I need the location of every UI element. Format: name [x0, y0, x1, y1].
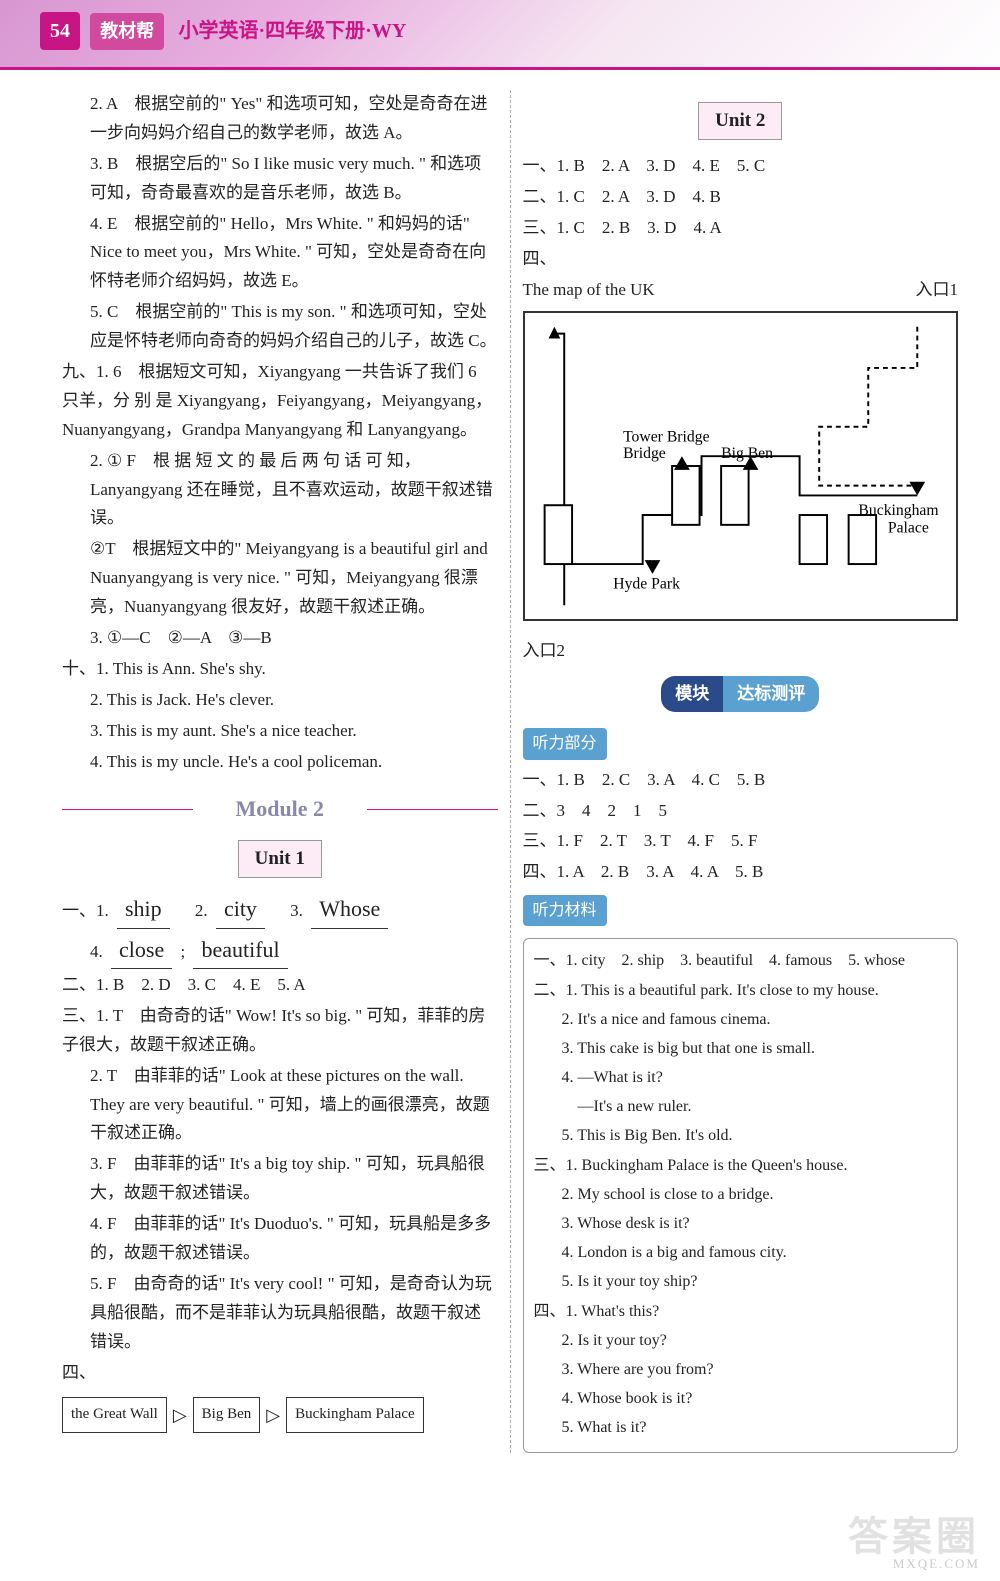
material-row: 一、1. city 2. ship 3. beautiful 4. famous… [534, 947, 948, 974]
line: —It's a new ruler. [534, 1093, 948, 1120]
content: 2. A 根据空前的" Yes" 和选项可知，空处是奇奇在进一步向妈妈介绍自己的… [0, 70, 1000, 1453]
line: 2. My school is close to a bridge. [534, 1181, 948, 1208]
explanation: 3. ①—C ②—A ③—B [62, 624, 498, 653]
arrow-icon: ▷ [173, 1400, 187, 1431]
module-header: Module 2 [62, 790, 498, 827]
page-header: 54 教材帮 小学英语·四年级下册·WY [0, 0, 1000, 70]
answer-row: 三、1. F 2. T 3. T 4. F 5. F [523, 827, 959, 856]
left-column: 2. A 根据空前的" Yes" 和选项可知，空处是奇奇在进一步向妈妈介绍自己的… [50, 90, 511, 1453]
label: 三、 [62, 1002, 96, 1031]
label: 一、 [62, 897, 96, 926]
material-row: 三、1. Buckingham Palace is the Queen's ho… [534, 1152, 948, 1179]
svg-text:Palace: Palace [887, 519, 928, 536]
explanation: 2. A 根据空前的" Yes" 和选项可知，空处是奇奇在进一步向妈妈介绍自己的… [62, 90, 498, 148]
line: 4. —What is it? [534, 1064, 948, 1091]
arrow-icon: ▷ [266, 1400, 280, 1431]
answer-row: 三、1. C 2. B 3. D 4. A [523, 214, 959, 243]
unit-box: Unit 2 [698, 102, 782, 140]
explanation: ②T 根据短文中的" Meiyangyang is a beautiful gi… [62, 535, 498, 622]
map-entry2: 入口2 [523, 637, 959, 666]
label: 二、 [62, 971, 96, 1000]
line: 3. Whose desk is it? [534, 1210, 948, 1237]
page-number: 54 [40, 12, 80, 50]
unit-box: Unit 1 [238, 840, 322, 878]
section-two: 二、1. B 2. D 3. C 4. E 5. A [62, 971, 498, 1000]
section-four: 四、 [62, 1359, 498, 1388]
line: 2. Is it your toy? [534, 1327, 948, 1354]
explanation: 3. F 由菲菲的话" It's a big toy ship. " 可知，玩具… [62, 1150, 498, 1208]
explanation: 3. B 根据空后的" So I like music very much. "… [62, 150, 498, 208]
map-title: The map of the UK [523, 276, 655, 305]
answer-row: 一、1. B 2. A 3. D 4. E 5. C [523, 152, 959, 181]
book-title: 小学英语·四年级下册·WY [179, 14, 407, 48]
map-entry1: 入口1 [916, 276, 959, 305]
svg-text:Tower Bridge: Tower Bridge [623, 428, 710, 445]
material-row: 四、1. What's this? [534, 1298, 948, 1325]
line: 5. This is Big Ben. It's old. [534, 1122, 948, 1149]
label: 九、 [62, 358, 96, 387]
unit-header: Unit 2 [523, 102, 959, 140]
line: 3. This cake is big but that one is smal… [534, 1035, 948, 1062]
flow-box: Big Ben [193, 1397, 261, 1433]
flow-box: the Great Wall [62, 1397, 167, 1433]
unit-header: Unit 1 [62, 840, 498, 878]
line: 4. Whose book is it? [534, 1385, 948, 1412]
explanation: 5. F 由奇奇的话" It's very cool! " 可知，是奇奇认为玩具… [62, 1270, 498, 1357]
series-badge: 教材帮 [90, 13, 164, 50]
section-three: 三、1. T 由奇奇的话" Wow! It's so big. " 可知，菲菲的… [62, 1002, 498, 1060]
section-nine: 九、1. 6 根据短文可知，Xiyangyang 一共告诉了我们 6 只羊，分 … [62, 358, 498, 445]
svg-text:Bridge: Bridge [623, 445, 666, 462]
material-tag: 听力材料 [523, 895, 607, 926]
listening-material: 一、1. city 2. ship 3. beautiful 4. famous… [523, 938, 959, 1452]
answer-row: 二、1. C 2. A 3. D 4. B [523, 183, 959, 212]
uk-map: Tower Bridge Bridge Big Ben Buckingham P… [523, 311, 959, 621]
explanation: 4. F 由菲菲的话" It's Duoduo's. " 可知，玩具船是多多的，… [62, 1210, 498, 1268]
answer-row: 一、1. B 2. C 3. A 4. C 5. B [523, 766, 959, 795]
answer: ship [117, 890, 170, 928]
line: 5. What is it? [534, 1414, 948, 1441]
line: 4. This is my uncle. He's a cool policem… [62, 748, 498, 777]
answer: beautiful [193, 931, 287, 969]
listening-tag: 听力部分 [523, 728, 607, 759]
svg-text:Buckingham: Buckingham [858, 502, 938, 519]
explanation: 5. C 根据空前的" This is my son. " 和选项可知，空处应是… [62, 298, 498, 356]
answer-row: 二、3 4 2 1 5 [523, 797, 959, 826]
svg-text:Hyde Park: Hyde Park [613, 575, 680, 592]
label: 十、 [62, 655, 96, 684]
svg-text:Big Ben: Big Ben [721, 445, 773, 462]
explanation: 2. ① F 根 据 短 文 的 最 后 两 句 话 可 知，Lanyangya… [62, 447, 498, 534]
section-four: 四、 [523, 245, 959, 274]
line: 2. It's a nice and famous cinema. [534, 1006, 948, 1033]
line: 3. Where are you from? [534, 1356, 948, 1383]
answer: city [216, 890, 265, 928]
pill-left: 模块 [661, 676, 723, 713]
line: 3. This is my aunt. She's a nice teacher… [62, 717, 498, 746]
answer-row: 四、1. A 2. B 3. A 4. A 5. B [523, 858, 959, 887]
answer: close [111, 931, 172, 969]
flow-box: Buckingham Palace [286, 1397, 424, 1433]
watermark-url: MXQE.COM [893, 1553, 980, 1575]
answer: Whose [311, 890, 388, 928]
right-column: Unit 2 一、1. B 2. A 3. D 4. E 5. C 二、1. C… [511, 90, 971, 1453]
line: 5. Is it your toy ship? [534, 1268, 948, 1295]
section-one: 一、1. ship 2. city 3. Whose [62, 890, 498, 928]
line: 4. London is a big and famous city. [534, 1239, 948, 1266]
flow-chart: the Great Wall ▷ Big Ben ▷ Buckingham Pa… [62, 1397, 498, 1433]
line: 2. This is Jack. He's clever. [62, 686, 498, 715]
explanation: 2. T 由菲菲的话" Look at these pictures on th… [62, 1062, 498, 1149]
explanation: 4. E 根据空前的" Hello，Mrs White. " 和妈妈的话" Ni… [62, 210, 498, 297]
material-row: 二、1. This is a beautiful park. It's clos… [534, 977, 948, 1004]
pill-right: 达标测评 [723, 676, 819, 713]
section-one-cont: 4. close ; beautiful [62, 931, 498, 969]
section-ten: 十、1. This is Ann. She's shy. [62, 655, 498, 684]
assessment-header: 模块达标测评 [523, 676, 959, 713]
